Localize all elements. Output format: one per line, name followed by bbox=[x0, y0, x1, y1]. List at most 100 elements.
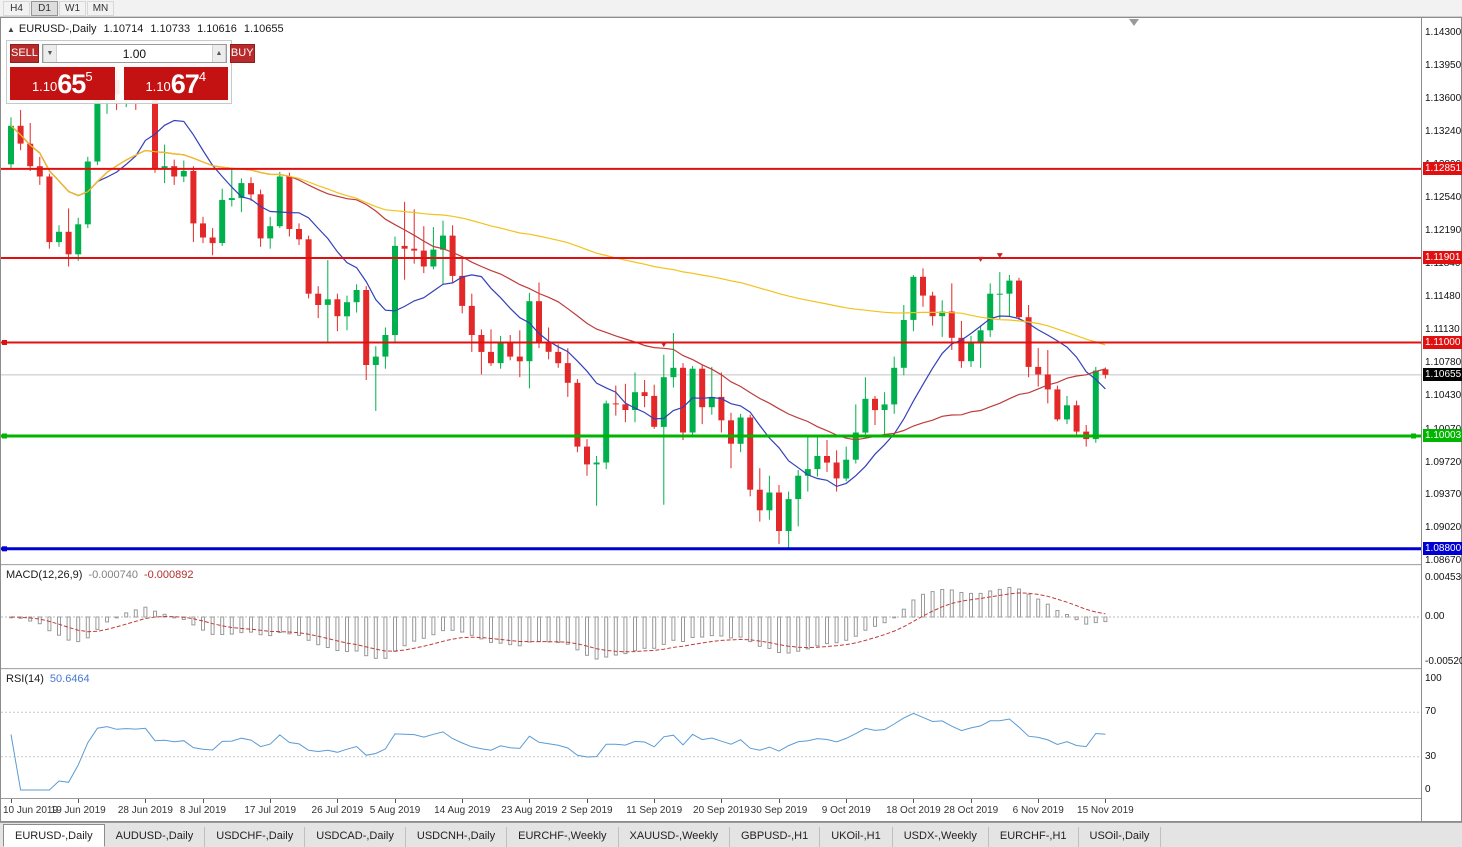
panel-splitter[interactable] bbox=[1, 564, 1461, 566]
chart-window: ▲ EURUSD-,Daily 1.10714 1.10733 1.10616 1.106… bbox=[0, 17, 1462, 822]
one-click-collapse-icon[interactable]: ▲ bbox=[7, 25, 15, 34]
price-scale-label: 1.08670 bbox=[1425, 554, 1462, 566]
hline-handle[interactable] bbox=[2, 339, 7, 345]
sell-button[interactable]: SELL bbox=[10, 44, 39, 63]
buy-price-point: 4 bbox=[198, 69, 207, 84]
timeframe-toolbar: H4 D1 W1 MN bbox=[0, 0, 1462, 17]
macd-main-value: -0.000740 bbox=[88, 569, 138, 581]
time-tick bbox=[78, 799, 80, 803]
time-tick bbox=[779, 799, 780, 803]
macd-canvas[interactable] bbox=[1, 566, 1421, 668]
chart-tab-usdx-weekly[interactable]: USDX-,Weekly bbox=[893, 827, 989, 847]
price-scale-label: 1.13600 bbox=[1425, 92, 1462, 104]
rsi-value: 50.6464 bbox=[49, 673, 90, 685]
chart-tab-usdcad-daily[interactable]: USDCAD-,Daily bbox=[305, 827, 406, 847]
main-chart-panel: ▲ EURUSD-,Daily 1.10714 1.10733 1.10616 1.106… bbox=[1, 18, 1421, 564]
hline-handle[interactable] bbox=[2, 433, 7, 439]
buy-price-prefix: 1.10 bbox=[145, 79, 171, 94]
chart-tab-usdcnh-daily[interactable]: USDCNH-,Daily bbox=[406, 827, 508, 847]
chart-tab-eurchf-weekly[interactable]: EURCHF-,Weekly bbox=[507, 827, 619, 847]
time-tick-label: 10 Jun 2019 bbox=[3, 805, 59, 816]
time-tick-label: 17 Jul 2019 bbox=[244, 805, 297, 816]
volume-stepper: ▼ ▲ bbox=[41, 44, 227, 63]
time-tick bbox=[1038, 799, 1040, 803]
chart-title: ▲ EURUSD-,Daily 1.10714 1.10733 1.10616 1.106… bbox=[7, 23, 284, 35]
chart-tab-usoil-daily[interactable]: USOil-,Daily bbox=[1079, 827, 1162, 847]
ma-line-100 bbox=[10, 125, 1106, 346]
panel-splitter[interactable] bbox=[1, 668, 1461, 670]
price-scale-label: 1.11480 bbox=[1425, 291, 1461, 303]
macd-scale-label: 0.00 bbox=[1425, 611, 1445, 622]
time-tick bbox=[587, 799, 588, 803]
ma-line-10 bbox=[10, 119, 1106, 488]
sell-arrow-marker bbox=[977, 256, 984, 262]
volume-decrease-button[interactable]: ▼ bbox=[42, 45, 57, 62]
volume-input[interactable] bbox=[56, 45, 212, 62]
time-tick-label: 14 Aug 2019 bbox=[434, 805, 491, 816]
price-scale-label: 1.09720 bbox=[1425, 456, 1462, 468]
macd-signal-value: -0.000892 bbox=[143, 569, 194, 581]
price-scale-label: 1.09020 bbox=[1425, 522, 1462, 534]
chart-tab-eurusd-daily[interactable]: EURUSD-,Daily bbox=[3, 824, 105, 847]
timeframe-button-h4[interactable]: H4 bbox=[3, 0, 30, 16]
price-scale-label: 1.13950 bbox=[1425, 59, 1462, 71]
chart-tab-usdchf-daily[interactable]: USDCHF-,Daily bbox=[205, 827, 306, 847]
price-scale-label: 1.10780 bbox=[1425, 357, 1462, 369]
rsi-line bbox=[10, 712, 1106, 791]
hline-handle[interactable] bbox=[2, 546, 7, 552]
timeframe-button-d1[interactable]: D1 bbox=[31, 0, 58, 16]
time-tick bbox=[462, 799, 464, 803]
time-tick bbox=[846, 799, 848, 803]
rsi-scale-label: 100 bbox=[1425, 672, 1442, 684]
buy-price-display[interactable]: 1.10 67 4 bbox=[123, 67, 228, 100]
high-value: 1.10733 bbox=[150, 23, 191, 35]
sell-price-pips: 65 bbox=[57, 69, 86, 99]
price-scale-label: 1.14300 bbox=[1425, 27, 1462, 38]
chart-tab-eurchf-h1[interactable]: EURCHF-,H1 bbox=[989, 827, 1079, 847]
hline-handle[interactable] bbox=[1411, 433, 1416, 439]
time-tick bbox=[721, 799, 723, 803]
time-tick-label: 6 Nov 2019 bbox=[1012, 805, 1064, 816]
time-tick-label: 2 Sep 2019 bbox=[561, 805, 613, 816]
time-tick-label: 20 Sep 2019 bbox=[693, 805, 750, 816]
sell-price-display[interactable]: 1.10 65 5 bbox=[10, 67, 115, 100]
price-scale-label: 1.11130 bbox=[1425, 324, 1460, 336]
buy-button[interactable]: BUY bbox=[229, 44, 255, 63]
time-tick-label: 19 Jun 2019 bbox=[50, 805, 106, 816]
time-tick-label: 8 Jul 2019 bbox=[179, 805, 227, 816]
chart-tab-audusd-daily[interactable]: AUDUSD-,Daily bbox=[105, 827, 206, 847]
sell-price-point: 5 bbox=[85, 69, 93, 84]
chart-tab-xauusd-weekly[interactable]: XAUUSD-,Weekly bbox=[619, 827, 730, 847]
price-scale-label: 1.10430 bbox=[1425, 389, 1462, 401]
time-tick bbox=[654, 799, 656, 803]
chart-tab-gbpusd-h1[interactable]: GBPUSD-,H1 bbox=[730, 827, 821, 847]
sell-arrow-marker bbox=[996, 253, 1003, 259]
time-tick bbox=[913, 799, 915, 803]
chart-shift-marker bbox=[1129, 19, 1139, 26]
rsi-panel: RSI(14) 50.6464 bbox=[1, 670, 1421, 798]
timeframe-button-w1[interactable]: W1 bbox=[59, 0, 86, 16]
main-chart-canvas[interactable] bbox=[1, 18, 1421, 564]
timeframe-button-mn[interactable]: MN bbox=[87, 0, 114, 16]
current-price-tag: 1.10655 bbox=[1423, 368, 1462, 382]
time-axis[interactable]: 10 Jun 2019 19 Jun 2019 28 Jun 2019 8 Jul 2… bbox=[1, 798, 1461, 821]
time-tick bbox=[971, 799, 972, 803]
price-scale-label: 1.09370 bbox=[1425, 489, 1462, 501]
chart-tab-ukoil-h1[interactable]: UKOil-,H1 bbox=[820, 827, 893, 847]
price-tag-1.12851: 1.12851 bbox=[1423, 162, 1462, 176]
volume-increase-button[interactable]: ▲ bbox=[211, 45, 226, 62]
price-scale-label: 1.12190 bbox=[1425, 224, 1462, 236]
time-tick bbox=[1105, 799, 1107, 803]
time-tick bbox=[145, 799, 147, 803]
price-axis[interactable]: 1.143001.139501.136001.132401.128901.125… bbox=[1421, 18, 1462, 821]
time-tick bbox=[11, 799, 12, 803]
macd-name: MACD(12,26,9) bbox=[6, 569, 83, 581]
sell-arrow-marker bbox=[660, 342, 667, 348]
time-tick bbox=[529, 799, 531, 803]
price-tag-1.08800: 1.08800 bbox=[1423, 542, 1462, 556]
rsi-canvas[interactable] bbox=[1, 670, 1421, 798]
time-tick-label: 18 Oct 2019 bbox=[886, 805, 941, 816]
rsi-name: RSI(14) bbox=[6, 673, 44, 685]
